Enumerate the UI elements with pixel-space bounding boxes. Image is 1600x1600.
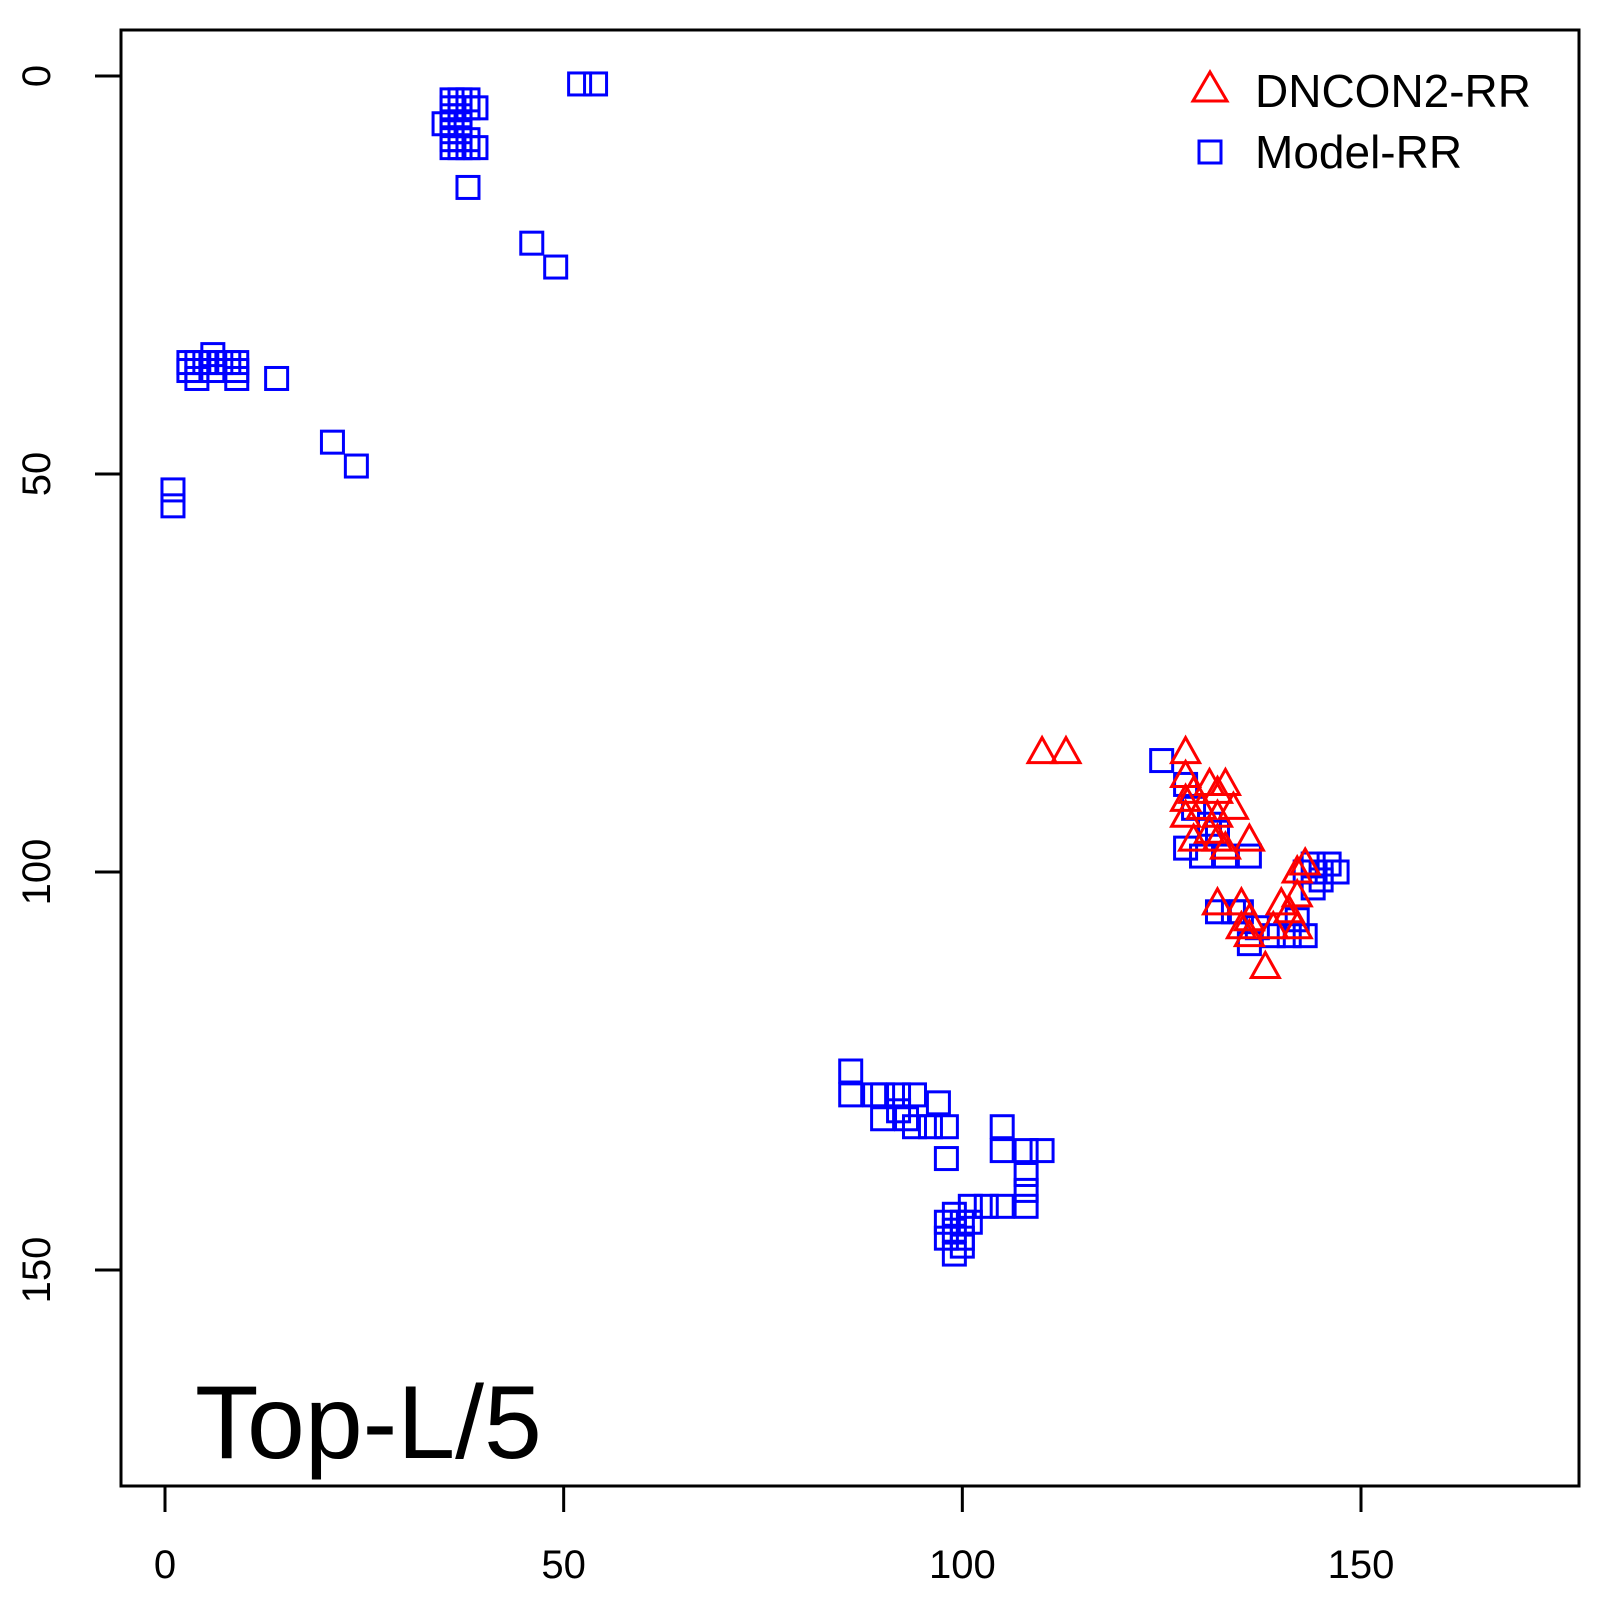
model-rr-point — [886, 1082, 912, 1108]
model-rr-point — [567, 71, 593, 97]
model-rr-point — [870, 1082, 896, 1108]
y-tick-label: 0 — [15, 65, 59, 87]
legend-square-icon — [1197, 139, 1223, 165]
dncon2-rr-point — [1216, 790, 1250, 820]
dncon2-rr-point — [1232, 822, 1266, 852]
dncon2-rr-point — [1177, 822, 1211, 852]
y-tick-label: 150 — [15, 1237, 59, 1304]
dncon2-rr-point — [1272, 893, 1306, 924]
model-rr-point — [886, 1098, 912, 1124]
dncon2-rr-point — [1208, 766, 1243, 796]
y-axis-tick-labels: 0 50 100 150 — [15, 65, 59, 1304]
model-rr-point — [941, 1241, 967, 1267]
dncon2-rr-point — [1177, 774, 1211, 804]
model-rr-point — [160, 477, 186, 503]
model-rr-point — [1013, 1161, 1039, 1187]
model-rr-point — [343, 453, 369, 479]
model-rr-point — [838, 1082, 864, 1108]
model-rr-point — [519, 230, 545, 256]
y-tick-label: 50 — [15, 452, 59, 497]
dncon2-rr-point — [1288, 845, 1322, 876]
model-rr-point — [933, 1146, 959, 1172]
dncon2-rr-point — [1256, 909, 1290, 940]
model-rr-point — [455, 174, 481, 200]
series-dncon2-rr — [1025, 734, 1322, 980]
x-tick-label: 100 — [929, 1543, 996, 1587]
model-rr-point — [1013, 1193, 1039, 1219]
model-rr-point — [957, 1193, 983, 1219]
model-rr-point — [933, 1225, 959, 1251]
model-rr-point — [894, 1106, 920, 1132]
model-rr-point — [224, 365, 250, 391]
model-rr-point — [941, 1217, 967, 1243]
model-rr-point — [319, 429, 345, 455]
model-rr-point — [933, 1209, 959, 1235]
panel-label: Top-L/5 — [195, 1365, 542, 1481]
model-rr-point — [1013, 1138, 1039, 1164]
dncon2-rr-point — [1232, 917, 1266, 948]
model-rr-point — [583, 71, 609, 97]
x-tick-label: 50 — [541, 1543, 586, 1587]
model-rr-point — [1013, 1177, 1039, 1203]
model-rr-point — [901, 1114, 927, 1140]
model-rr-point — [941, 1201, 967, 1227]
dncon2-rr-point — [1208, 830, 1243, 860]
model-rr-point — [1236, 931, 1262, 957]
series-model-rr — [160, 71, 1350, 1267]
model-rr-point — [463, 135, 489, 161]
model-rr-point — [543, 254, 569, 280]
model-rr-point — [192, 350, 218, 376]
dncon2-rr-point — [1200, 885, 1235, 916]
model-rr-point — [200, 342, 226, 368]
model-rr-point — [870, 1106, 896, 1132]
dncon2-rr-point — [1280, 909, 1314, 940]
model-rr-point — [949, 1233, 975, 1259]
model-rr-point — [917, 1114, 943, 1140]
model-rr-point — [957, 1209, 983, 1235]
dncon2-rr-point — [1184, 790, 1219, 820]
model-rr-point — [933, 1114, 959, 1140]
model-rr-point — [1324, 859, 1350, 885]
model-rr-point — [838, 1058, 864, 1084]
legend-label-dncon2-rr: DNCON2-RR — [1255, 65, 1531, 117]
model-rr-point — [264, 365, 290, 391]
dncon2-rr-point — [1049, 734, 1083, 765]
model-rr-point — [989, 1193, 1015, 1219]
model-rr-point — [973, 1193, 999, 1219]
y-tick-label: 100 — [15, 839, 59, 906]
dncon2-rr-point — [1232, 901, 1266, 932]
dncon2-rr-point — [1280, 877, 1314, 908]
model-rr-point — [463, 95, 489, 121]
legend-label-model-rr: Model-RR — [1255, 126, 1462, 178]
model-rr-point — [184, 365, 210, 391]
model-rr-point — [901, 1082, 927, 1108]
legend-triangle-icon — [1190, 69, 1230, 103]
model-rr-point — [160, 493, 186, 519]
y-axis: 0 50 100 150 — [15, 65, 123, 1304]
model-rr-point — [1029, 1138, 1055, 1164]
x-tick-label: 150 — [1328, 1543, 1395, 1587]
model-rr-point — [1316, 851, 1342, 877]
model-rr-point — [925, 1090, 951, 1116]
legend: DNCON2-RR Model-RR — [1190, 65, 1531, 178]
dncon2-rr-point — [1248, 949, 1282, 980]
x-axis: 0 50 100 150 — [154, 1484, 1395, 1587]
dncon2-rr-point — [1025, 734, 1059, 765]
model-rr-point — [1212, 843, 1238, 869]
x-axis-ticks — [163, 1486, 1363, 1512]
x-tick-label: 0 — [154, 1543, 176, 1587]
model-rr-point — [200, 358, 226, 384]
y-axis-ticks — [95, 74, 121, 1272]
model-rr-point — [989, 1138, 1015, 1164]
dncon2-rr-point — [1169, 782, 1203, 812]
x-axis-tick-labels: 0 50 100 150 — [154, 1543, 1395, 1587]
model-rr-point — [989, 1114, 1015, 1140]
dncon2-rr-point — [1169, 798, 1203, 828]
